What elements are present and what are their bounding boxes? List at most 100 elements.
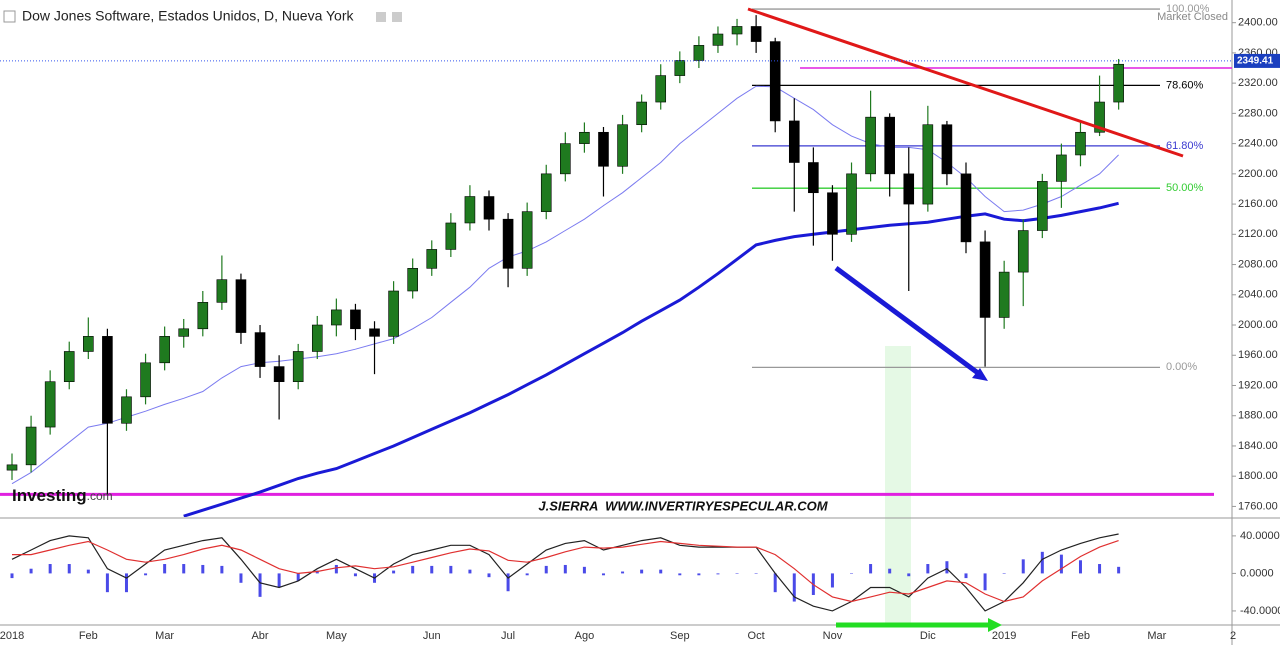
candle-body <box>1056 154 1067 182</box>
histogram-bar <box>1002 573 1006 574</box>
arrow-head <box>972 368 988 381</box>
candle-body <box>540 173 552 212</box>
candle-body <box>903 173 915 205</box>
histogram-bar <box>964 573 968 579</box>
candle-body <box>1037 181 1048 231</box>
candle-body <box>121 396 132 424</box>
trend-line <box>747 7 1184 158</box>
candle-body <box>808 162 819 194</box>
candle-body <box>731 26 743 35</box>
candle-body <box>292 351 304 383</box>
candle-body <box>1017 230 1029 273</box>
histogram-bar <box>945 561 949 574</box>
fib-label: 0.00% <box>1166 361 1197 373</box>
histogram-bar <box>716 573 720 575</box>
histogram-bar <box>430 565 434 574</box>
histogram-bar <box>411 565 415 574</box>
last-price-box <box>1234 53 1280 68</box>
y-tick-label: -40.0000 <box>1240 605 1280 617</box>
chart-title: Dow Jones Software, Estados Unidos, D, N… <box>22 8 355 24</box>
histogram-bar <box>67 564 71 574</box>
y-tick-label: 40.0000 <box>1240 530 1280 542</box>
x-tick-label: Feb <box>1071 630 1090 642</box>
histogram-bar <box>29 568 33 574</box>
candle-body <box>388 290 399 337</box>
histogram-bar <box>10 573 14 579</box>
collapse-icon[interactable] <box>3 10 16 23</box>
candle-body <box>44 381 56 428</box>
y-tick-label: 1960.00 <box>1238 349 1278 361</box>
histogram-bar <box>392 570 396 574</box>
close-icon[interactable] <box>392 12 402 22</box>
candle-body <box>846 173 857 235</box>
candle-body <box>960 173 972 243</box>
drawings <box>747 7 1184 632</box>
macd-line <box>11 533 1119 612</box>
histogram-bar <box>124 573 128 593</box>
histogram-bar <box>48 564 52 574</box>
candle-body <box>83 336 94 352</box>
candle-body <box>159 336 170 364</box>
watermark: J.SIERRA WWW.INVERTIRYESPECULAR.COM <box>538 498 828 513</box>
candle-body <box>922 124 934 205</box>
candle-body <box>178 328 190 337</box>
candle-body <box>655 75 667 103</box>
settings-icon[interactable] <box>376 12 386 22</box>
histogram-bar <box>144 573 148 576</box>
candle-body <box>445 222 457 250</box>
candle-body <box>579 131 590 144</box>
x-tick-label: May <box>326 630 347 642</box>
logo-name: Investing <box>12 486 87 505</box>
candle-body <box>464 196 476 224</box>
highlight-band <box>885 346 911 625</box>
y-tick-label: 2320.00 <box>1238 77 1278 89</box>
candle-body <box>750 26 762 42</box>
histogram-bar <box>582 566 586 574</box>
candle-body <box>998 271 1010 318</box>
x-tick-label: Mar <box>155 630 174 642</box>
x-tick-label: Feb <box>79 630 98 642</box>
x-tick-label: Jul <box>501 630 515 642</box>
candle-body <box>941 124 953 175</box>
histogram-bar <box>601 573 605 576</box>
histogram-bar <box>735 573 739 574</box>
histogram-bar <box>869 564 873 574</box>
histogram-bar <box>907 573 911 577</box>
candle-body <box>235 279 247 333</box>
histogram-bar <box>258 573 262 597</box>
candle-body <box>273 366 285 383</box>
macd-line <box>12 540 1119 603</box>
candle-body <box>407 268 418 292</box>
histogram-bar <box>468 569 472 574</box>
histogram-bar <box>334 564 338 574</box>
candle-body <box>712 33 724 46</box>
candle-body <box>102 336 113 424</box>
arrow-line <box>834 265 984 379</box>
histogram-bar <box>487 573 491 578</box>
candle-body <box>254 332 266 367</box>
y-tick-label: 1920.00 <box>1238 379 1278 391</box>
y-tick-label: 2120.00 <box>1238 228 1278 240</box>
x-tick-label: Oct <box>748 630 765 642</box>
candle-body <box>979 241 991 318</box>
candle-body <box>197 302 209 330</box>
histogram-bar <box>850 573 854 574</box>
fib-label: 50.00% <box>1166 182 1204 194</box>
logo: Investing.com <box>12 486 113 505</box>
candle-body <box>63 351 75 383</box>
candle-body <box>827 192 838 235</box>
y-tick-label: 2080.00 <box>1238 258 1278 270</box>
histogram-bar <box>830 573 834 588</box>
y-tick-label: 2000.00 <box>1238 319 1278 331</box>
candle-body <box>1094 101 1105 133</box>
histogram-bar <box>754 573 758 574</box>
histogram-bar <box>697 573 701 576</box>
y-tick-label: 2040.00 <box>1238 289 1278 301</box>
histogram-bar <box>525 573 529 576</box>
candle-body <box>1075 131 1086 156</box>
histogram-bar <box>239 573 243 583</box>
histogram-bar <box>105 573 109 593</box>
y-tick-label: 1880.00 <box>1238 410 1278 422</box>
histogram-bar <box>86 569 90 574</box>
